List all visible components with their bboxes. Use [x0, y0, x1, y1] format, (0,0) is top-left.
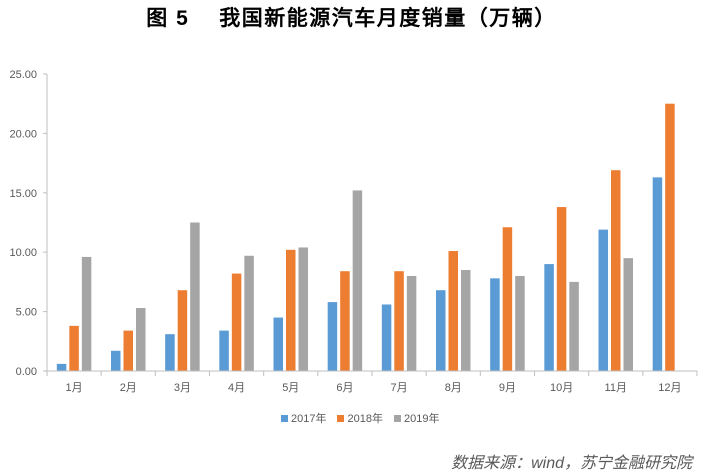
x-tick-label: 1月 [66, 382, 83, 394]
bar-series3-month4 [244, 255, 254, 371]
x-tick-label: 5月 [282, 382, 299, 394]
x-tick-label: 9月 [499, 382, 516, 394]
legend-label: 2017年 [291, 413, 327, 425]
series-group-3 [81, 190, 633, 371]
chart-title-text: 我国新能源汽车月度销量（万辆） [219, 7, 557, 30]
legend-swatch [393, 414, 401, 422]
y-tick-label: 20.00 [9, 128, 37, 140]
bar-series1-month10 [544, 264, 554, 371]
bar-series3-month10 [569, 281, 579, 371]
bar-series2-month2 [123, 330, 133, 371]
bar-series2-month6 [340, 271, 350, 371]
bar-series3-month11 [623, 258, 633, 371]
y-tick-label: 25.00 [9, 69, 37, 81]
bar-series2-month11 [611, 170, 621, 371]
x-tick-label: 7月 [391, 382, 408, 394]
bar-series1-month4 [219, 330, 229, 371]
legend-item-series-2: 2018年 [337, 410, 383, 426]
legend-swatch [281, 414, 288, 422]
bar-series1-month6 [327, 302, 338, 371]
legend-label: 2018年 [347, 413, 383, 425]
bar-series1-month12 [652, 177, 663, 371]
bar-series2-month4 [231, 273, 242, 371]
bar-series2-month3 [177, 290, 188, 371]
series-group-2 [69, 103, 675, 371]
y-tick-label: 15.00 [9, 188, 37, 200]
bar-series2-month8 [448, 251, 458, 371]
legend-item-series-3: 2019年 [393, 410, 440, 426]
y-tick-label: 5.00 [16, 307, 37, 319]
bar-series1-month11 [598, 229, 608, 371]
bar-series2-month7 [394, 271, 404, 371]
y-tick-label: 10.00 [9, 247, 37, 259]
bar-series3-month9 [515, 275, 525, 371]
x-tick-label: 4月 [228, 382, 245, 394]
bar-series2-month10 [556, 207, 567, 371]
legend: 2017年 2018年 2019年 [281, 410, 439, 426]
x-tick-label: 2月 [120, 382, 137, 394]
legend-swatch [337, 414, 345, 422]
x-tick-label: 11月 [605, 382, 627, 394]
bar-series3-month1 [81, 256, 92, 371]
bar-series3-month7 [406, 275, 417, 371]
bar-series1-month3 [165, 334, 175, 371]
bar-series3-month6 [352, 190, 363, 371]
bar-series2-month5 [286, 249, 296, 371]
series-group-1 [56, 177, 663, 371]
x-tick-label: 12月 [658, 382, 681, 394]
legend-item-series-1: 2017年 [281, 410, 326, 426]
x-tick-label: 8月 [445, 382, 462, 394]
bar-series1-month2 [111, 350, 121, 371]
bar-series1-month5 [273, 317, 283, 371]
bar-series3-month2 [136, 308, 146, 371]
bar-series1-month8 [436, 290, 446, 371]
bar-series2-month12 [665, 103, 675, 371]
bar-series2-month9 [502, 227, 513, 371]
bar-series3-month5 [298, 247, 308, 371]
x-tick-label: 3月 [174, 382, 191, 394]
bar-series3-month8 [461, 270, 471, 371]
legend-label: 2019年 [403, 413, 440, 425]
bar-series1-month1 [56, 363, 67, 371]
bar-series1-month7 [381, 304, 392, 371]
bar-series1-month9 [490, 278, 500, 371]
x-tick-label: 6月 [336, 382, 353, 394]
data-source-note: 数据来源：wind，苏宁金融研究院 [451, 455, 692, 472]
bar-series3-month3 [190, 222, 200, 371]
y-tick-label: 0.00 [16, 366, 37, 378]
chart-title: 图 5 我国新能源汽车月度销量（万辆） [0, 5, 703, 33]
x-tick-label: 10月 [550, 382, 573, 394]
figure-number: 图 5 [146, 7, 190, 30]
bar-series2-month1 [69, 325, 79, 371]
